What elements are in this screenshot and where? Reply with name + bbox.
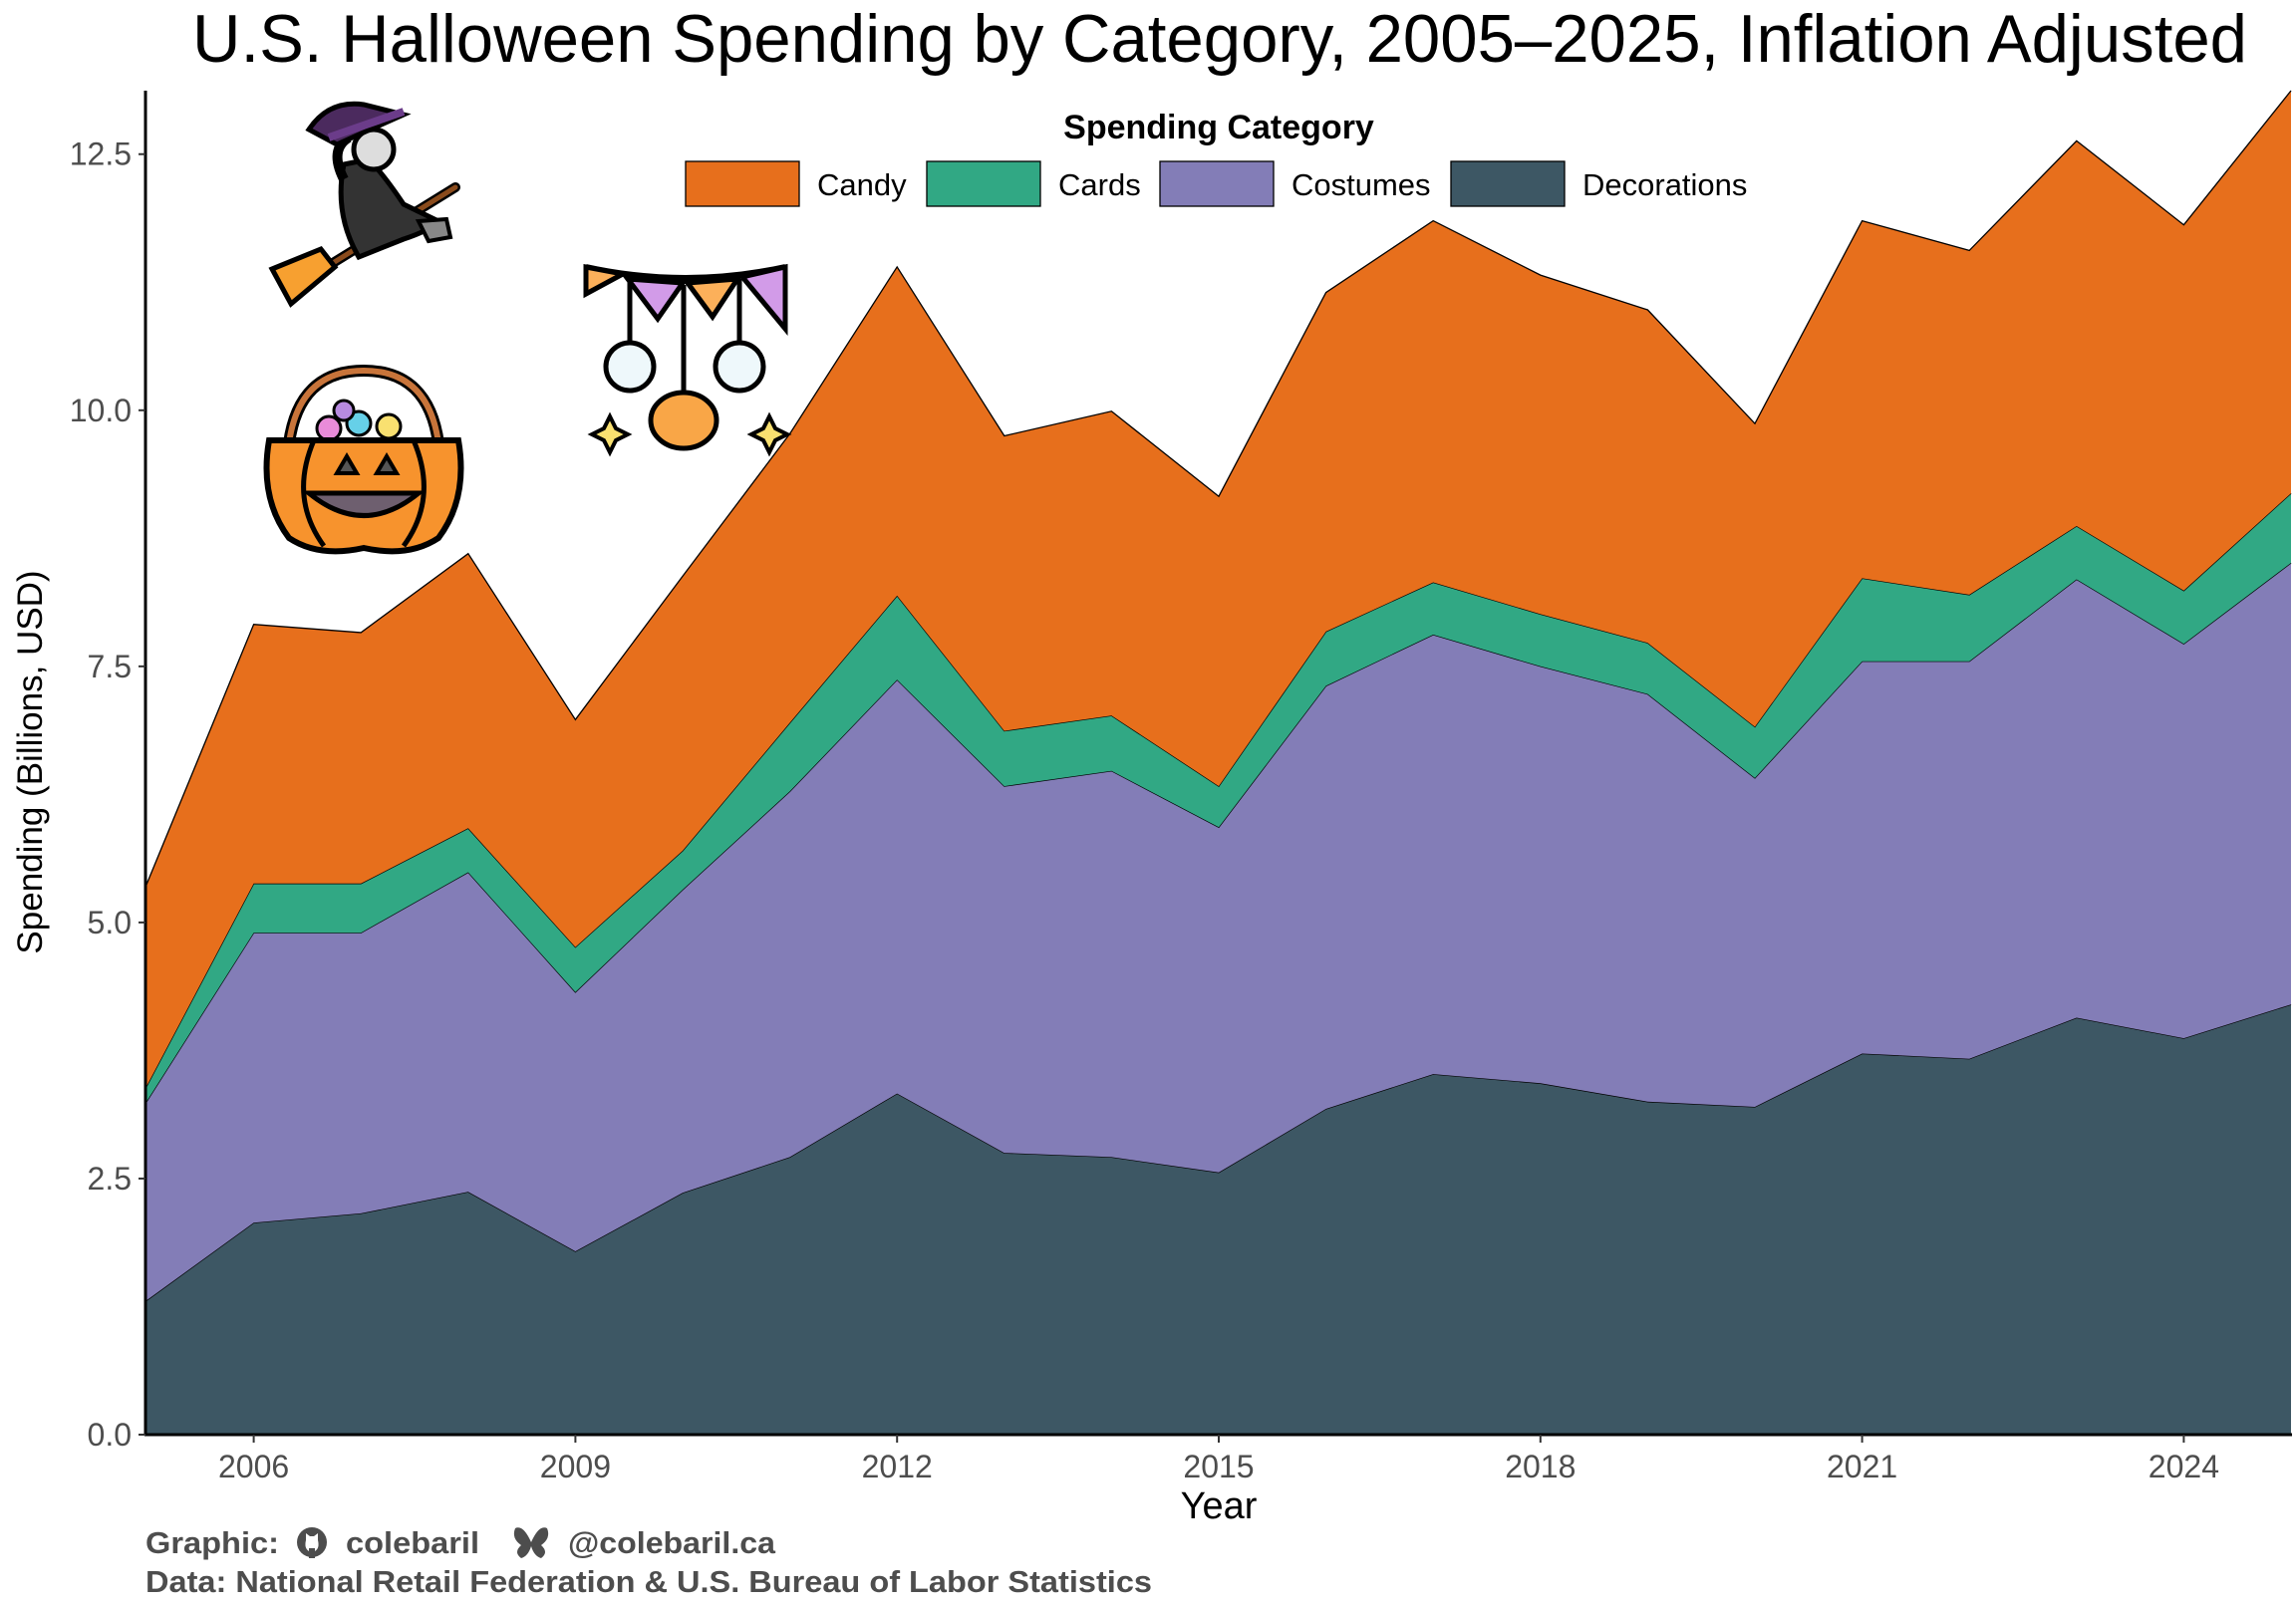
y-tick-label: 12.5 [70, 136, 132, 172]
legend-label: Costumes [1292, 167, 1431, 202]
area-outline-candy [145, 90, 2292, 886]
legend-swatch [926, 160, 1041, 207]
y-axis-title: Spending (Billions, USD) [11, 570, 50, 953]
legend-swatch [1450, 160, 1566, 207]
y-tick-label: 5.0 [88, 905, 132, 940]
stacked-areas [145, 90, 2292, 1435]
caption-graphic-label: Graphic: [145, 1525, 279, 1560]
witch-on-broom-icon [268, 101, 460, 308]
x-tick-label: 2009 [540, 1449, 611, 1484]
y-tick-label: 0.0 [88, 1417, 132, 1453]
pumpkin-candy-basket-icon [263, 364, 464, 555]
x-tick-label: 2006 [218, 1449, 289, 1484]
legend-label: Decorations [1582, 167, 1747, 202]
y-tick-label: 10.0 [70, 393, 132, 428]
area-candy [146, 91, 2291, 1087]
x-tick-label: 2024 [2149, 1449, 2219, 1484]
legend-title: Spending Category [1063, 109, 1374, 146]
halloween-bunting-icon [583, 263, 792, 457]
chart-title: U.S. Halloween Spending by Category, 200… [192, 1, 2247, 77]
caption-data-source: Data: National Retail Federation & U.S. … [145, 1564, 1152, 1599]
area-decorations [146, 1004, 2291, 1435]
x-tick-label: 2012 [862, 1449, 933, 1484]
caption-github-handle[interactable]: colebaril [346, 1525, 479, 1560]
legend-item-costumes: Costumes [1159, 160, 1431, 207]
x-tick-label: 2018 [1505, 1449, 1576, 1484]
legend-label: Candy [817, 167, 907, 202]
x-axis-title: Year [1181, 1485, 1258, 1527]
y-axis-ticks: 0.0 2.5 5.0 7.5 10.0 12.5 [70, 136, 145, 1453]
x-axis-ticks: 2006 2009 2012 2015 2018 2021 2024 [218, 1435, 2219, 1484]
y-tick-label: 7.5 [88, 649, 132, 684]
y-tick-label: 2.5 [88, 1161, 132, 1197]
legend-label: Cards [1058, 167, 1141, 202]
legend-item-candy: Candy [685, 160, 907, 207]
github-icon [297, 1527, 327, 1558]
area-cards [146, 493, 2291, 1102]
butterfly-icon [513, 1527, 549, 1558]
x-tick-label: 2015 [1183, 1449, 1254, 1484]
legend-item-decorations: Decorations [1450, 160, 1747, 207]
legend-item-cards: Cards [926, 160, 1141, 207]
legend-swatch [1159, 160, 1275, 207]
legend-swatch [685, 160, 800, 207]
x-tick-label: 2021 [1827, 1449, 1897, 1484]
legend: Candy Cards Costumes Decorations [685, 160, 1747, 207]
caption-bluesky-handle[interactable]: @colebaril.ca [568, 1525, 776, 1560]
area-costumes [146, 563, 2291, 1301]
